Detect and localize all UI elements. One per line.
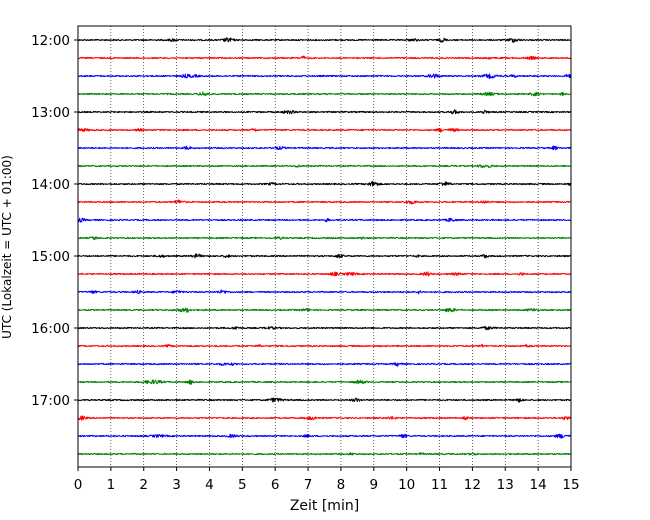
x-axis: 0 1 2 3 4 5 6 7 8 9 10 11 12 13 14 15 [74,467,580,493]
x-tick-label: 14 [530,477,547,493]
x-tick-label: 3 [172,477,181,493]
seismogram-trace [77,145,572,151]
seismogram-trace [77,433,572,439]
seismogram-trace [77,415,572,421]
seismogram-trace [77,451,572,456]
seismogram-trace [77,180,572,187]
seismogram-trace [77,307,572,313]
seismogram-trace [77,271,572,277]
x-axis-title: Zeit [min] [290,498,359,514]
seismogram-trace [77,343,572,348]
x-tick-label: 1 [107,477,116,493]
x-tick-label: 5 [238,477,247,493]
y-tick-label: 14:00 [31,177,70,193]
seismogram-trace [77,109,572,115]
seismogram-trace [77,164,572,169]
seismogram-trace [77,379,572,385]
x-tick-label: 12 [464,477,481,493]
y-tick-label: 17:00 [31,393,70,409]
y-tick-label: 16:00 [31,321,70,337]
seismogram-trace [77,253,572,259]
y-axis-title: UTC (Lokalzeit = UTC + 01:00) [0,155,14,339]
x-tick-label: 11 [431,477,448,493]
seismogram-trace [77,362,572,367]
seismogram-trace [77,217,572,223]
seismogram-trace [77,37,572,43]
seismogram-trace [77,127,572,133]
x-tick-label: 0 [74,477,83,493]
trace-layer [77,37,572,456]
x-tick-label: 15 [562,477,579,493]
seismogram-trace [77,55,572,61]
x-tick-label: 10 [398,477,415,493]
x-tick-label: 7 [304,477,313,493]
x-tick-label: 4 [205,477,214,493]
y-tick-label: 13:00 [31,105,70,121]
seismogram-trace [77,236,572,241]
x-tick-label: 9 [370,477,379,493]
plot-background [78,26,571,467]
y-tick-label: 12:00 [31,33,70,49]
x-tick-label: 6 [271,477,280,493]
seismogram-trace [77,73,572,79]
seismogram-trace [77,199,572,205]
y-tick-label: 15:00 [31,249,70,265]
y-axis: 12:00 13:00 14:00 15:00 16:00 17:00 [31,33,78,409]
plot-frame [77,25,572,468]
seismogram-trace [77,397,572,403]
x-tick-label: 13 [497,477,514,493]
seismogram-trace [77,289,572,295]
seismogram-trace [77,325,572,331]
x-tick-label: 8 [337,477,346,493]
seismogram-trace [77,91,572,97]
x-tick-label: 2 [139,477,148,493]
